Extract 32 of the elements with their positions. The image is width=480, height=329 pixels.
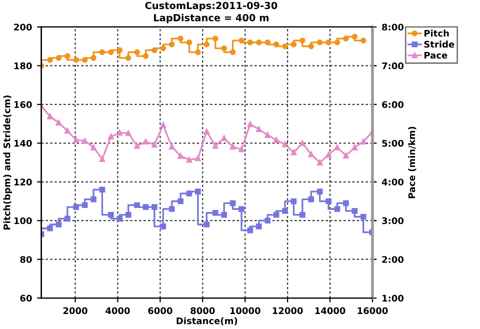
y2-tick-label: 4:00	[382, 178, 404, 186]
y2-tick-label: 2:00	[382, 256, 404, 263]
x-tick-label: 12000	[272, 307, 303, 314]
y2-tick-label: 8:00	[382, 24, 404, 31]
y2-tick-label: 5:00	[382, 140, 404, 147]
x-tick-label: 8000	[190, 307, 215, 314]
chart-subtitle: LapDistance = 400 m	[154, 14, 268, 24]
legend-label: Pace	[424, 52, 448, 59]
x-axis-title: Distance(m)	[176, 317, 238, 326]
x-tick-label: 4000	[106, 307, 130, 314]
x-tick-label: 16000	[358, 307, 388, 314]
y-tick-label: 200	[14, 24, 32, 31]
y-tick-label: 100	[14, 217, 32, 224]
legend-label: Stride	[424, 40, 454, 48]
legend-label: Pitch	[424, 30, 449, 37]
y2-tick-label: 6:00	[382, 101, 404, 108]
y-tick-label: 140	[14, 140, 32, 147]
y-tick-label: 80	[20, 256, 32, 263]
y-axis-title: Pitch(bpm) and Stride(cm)	[3, 95, 12, 230]
x-tick-label: 2000	[63, 307, 88, 314]
y2-tick-label: 3:00	[382, 217, 404, 224]
y-tick-label: 180	[14, 62, 32, 70]
x-tick-label: 6000	[148, 307, 172, 314]
y-tick-label: 160	[14, 101, 32, 108]
y2-tick-label: 7:00	[382, 62, 404, 70]
chart-title: CustomLaps:2011-09-30	[145, 2, 278, 12]
x-tick-label: 14000	[315, 307, 346, 314]
y-tick-label: 60	[20, 294, 32, 302]
y2-axis-title: Pace (min/km)	[408, 126, 416, 198]
x-tick-label: 10000	[230, 307, 260, 314]
y2-tick-label: 1:00	[382, 294, 404, 302]
y-tick-label: 120	[14, 178, 32, 186]
